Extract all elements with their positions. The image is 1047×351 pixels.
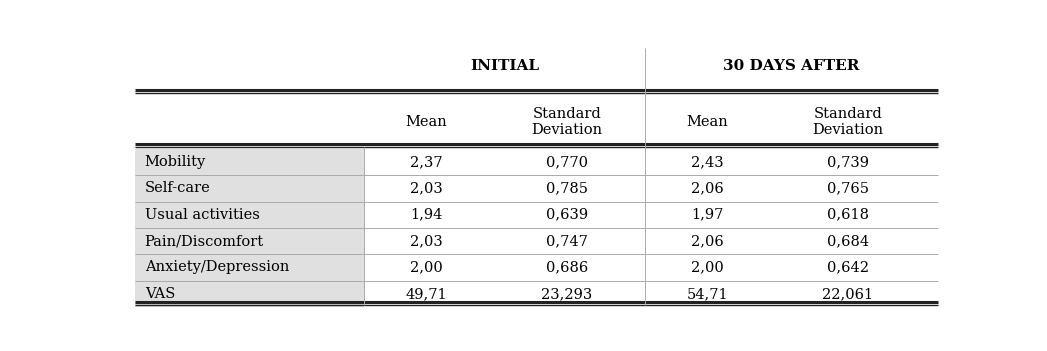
Text: 2,03: 2,03	[409, 234, 443, 248]
Bar	[135, 149, 364, 175]
Bar	[364, 228, 488, 254]
Text: 1,97: 1,97	[691, 208, 723, 222]
Bar	[135, 228, 364, 254]
Text: Standard
Deviation: Standard Deviation	[812, 107, 884, 137]
Bar	[488, 281, 645, 307]
Text: Standard
Deviation: Standard Deviation	[531, 107, 602, 137]
Bar	[364, 254, 488, 281]
Text: 0,686: 0,686	[545, 260, 587, 274]
Text: Anxiety/Depression: Anxiety/Depression	[144, 260, 289, 274]
Text: 0,684: 0,684	[827, 234, 869, 248]
Bar	[770, 281, 927, 307]
Text: Pain/Discomfort: Pain/Discomfort	[144, 234, 264, 248]
Text: 2,37: 2,37	[409, 155, 443, 169]
Text: 2,43: 2,43	[691, 155, 723, 169]
Bar	[135, 47, 938, 95]
Bar	[488, 149, 645, 175]
Bar	[645, 254, 770, 281]
Text: 0,642: 0,642	[827, 260, 869, 274]
Text: Self-care: Self-care	[144, 181, 210, 196]
Text: Mobility: Mobility	[144, 155, 206, 169]
Bar	[645, 228, 770, 254]
Bar	[135, 175, 364, 201]
Text: Mean: Mean	[687, 115, 728, 129]
Bar	[770, 228, 927, 254]
Text: 54,71: 54,71	[687, 287, 728, 301]
Text: 0,770: 0,770	[545, 155, 587, 169]
Text: INITIAL: INITIAL	[470, 59, 539, 73]
Text: VAS: VAS	[144, 287, 175, 301]
Bar	[645, 201, 770, 228]
Bar	[488, 201, 645, 228]
Text: 0,785: 0,785	[545, 181, 587, 196]
Bar	[364, 281, 488, 307]
Bar	[364, 201, 488, 228]
Bar	[770, 149, 927, 175]
Text: 2,00: 2,00	[409, 260, 443, 274]
Bar	[488, 254, 645, 281]
Bar	[135, 201, 364, 228]
Bar	[645, 175, 770, 201]
Text: 1,94: 1,94	[410, 208, 442, 222]
Bar	[488, 175, 645, 201]
Bar	[135, 95, 938, 149]
Text: Usual activities: Usual activities	[144, 208, 260, 222]
Bar	[488, 228, 645, 254]
Text: 2,03: 2,03	[409, 181, 443, 196]
Text: 0,639: 0,639	[545, 208, 587, 222]
Text: Mean: Mean	[405, 115, 447, 129]
Bar	[645, 149, 770, 175]
Bar	[770, 201, 927, 228]
Text: 0,618: 0,618	[827, 208, 869, 222]
Text: 30 DAYS AFTER: 30 DAYS AFTER	[723, 59, 860, 73]
Text: 49,71: 49,71	[405, 287, 447, 301]
Text: 2,00: 2,00	[691, 260, 723, 274]
Text: 0,765: 0,765	[827, 181, 869, 196]
Text: 0,747: 0,747	[545, 234, 587, 248]
Bar	[364, 175, 488, 201]
Text: 2,06: 2,06	[691, 234, 723, 248]
Text: 0,739: 0,739	[827, 155, 869, 169]
Bar	[770, 254, 927, 281]
Text: 22,061: 22,061	[822, 287, 873, 301]
Bar	[135, 281, 364, 307]
Bar	[135, 254, 364, 281]
Bar	[645, 281, 770, 307]
Text: 23,293: 23,293	[541, 287, 593, 301]
Bar	[770, 175, 927, 201]
Bar	[364, 149, 488, 175]
Text: 2,06: 2,06	[691, 181, 723, 196]
